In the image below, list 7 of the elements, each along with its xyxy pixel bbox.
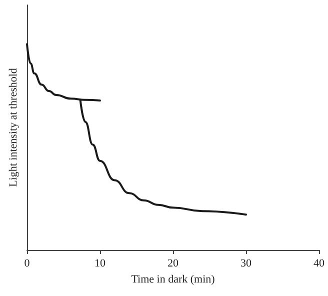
- y-axis-title: Light intensity at threshold: [8, 68, 20, 187]
- x-tick-label: 30: [240, 258, 252, 270]
- x-tick-label: 20: [168, 258, 179, 270]
- x-axis-title: Time in dark (min): [131, 274, 216, 286]
- x-tick-label: 0: [24, 258, 30, 270]
- x-tick-label: 40: [314, 258, 325, 270]
- x-tick-label: 10: [94, 258, 106, 270]
